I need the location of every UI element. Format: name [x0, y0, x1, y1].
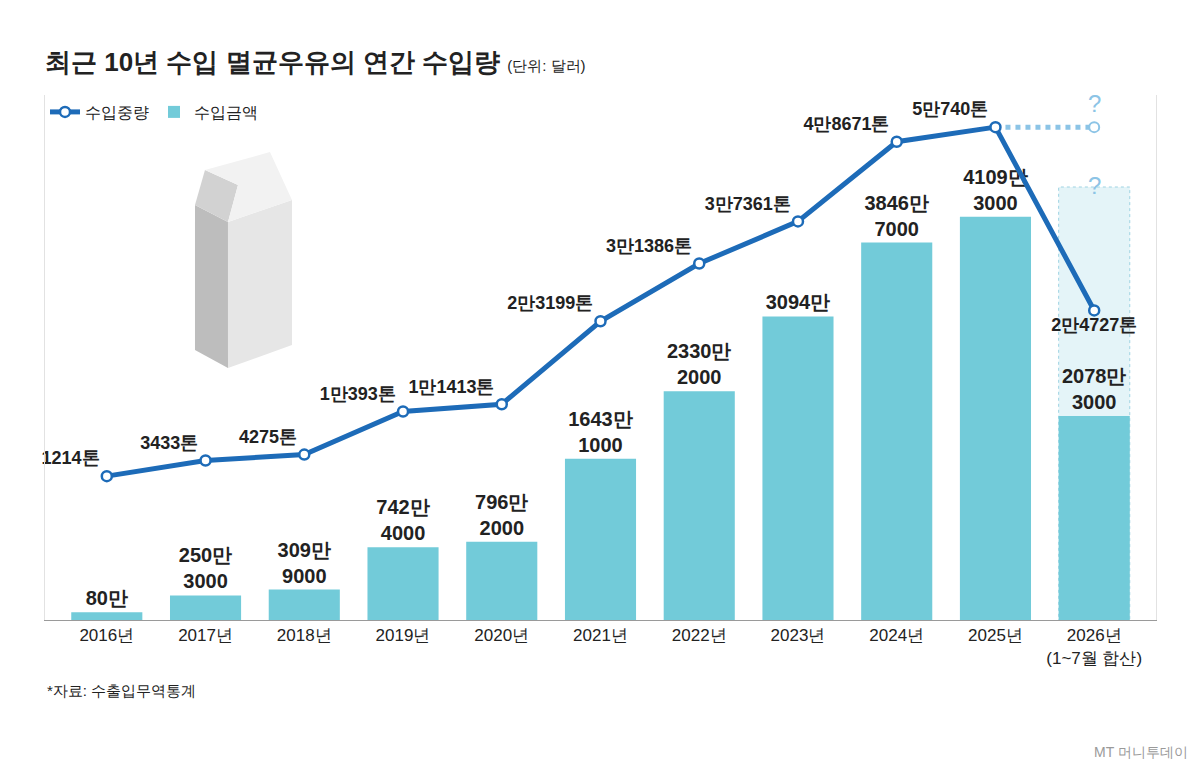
svg-text:수입금액: 수입금액	[194, 104, 258, 121]
svg-text:2023년: 2023년	[771, 626, 826, 645]
svg-text:2017년: 2017년	[178, 626, 233, 645]
svg-text:*자료: 수출입무역통계: *자료: 수출입무역통계	[47, 682, 196, 699]
svg-text:?: ?	[1088, 172, 1101, 199]
svg-text:4275톤: 4275톤	[239, 427, 297, 447]
svg-text:수입중량: 수입중량	[85, 104, 149, 121]
svg-text:796만2000: 796만2000	[475, 491, 528, 539]
svg-text:3094만: 3094만	[766, 291, 831, 313]
svg-text:2025년: 2025년	[968, 626, 1023, 645]
svg-text:1214톤: 1214톤	[42, 448, 100, 468]
svg-text:5만740톤: 5만740톤	[912, 99, 988, 119]
svg-text:4109만3000: 4109만3000	[963, 166, 1027, 214]
svg-text:309만9000: 309만9000	[278, 539, 331, 587]
svg-text:2026년(1~7월 합산): 2026년(1~7월 합산)	[1046, 626, 1142, 667]
svg-text:1643만1000: 1643만1000	[568, 408, 633, 456]
svg-text:80만: 80만	[86, 587, 128, 609]
svg-text:2016년: 2016년	[79, 626, 134, 645]
svg-text:2024년: 2024년	[869, 626, 924, 645]
svg-text:2022년: 2022년	[672, 626, 727, 645]
svg-text:4만8671톤: 4만8671톤	[803, 114, 889, 134]
svg-text:250만3000: 250만3000	[179, 544, 232, 592]
svg-text:1만1413톤: 1만1413톤	[408, 377, 494, 397]
svg-text:2020년: 2020년	[474, 626, 529, 645]
svg-text:3만1386톤: 3만1386톤	[606, 236, 692, 256]
svg-text:최근 10년 수입 멸균우유의 연간 수입량 (단위: 달러: 최근 10년 수입 멸균우유의 연간 수입량 (단위: 달러)	[45, 47, 586, 77]
svg-text:2만4727톤: 2만4727톤	[1051, 315, 1137, 335]
svg-text:3만7361톤: 3만7361톤	[705, 194, 791, 214]
svg-text:?: ?	[1088, 90, 1101, 117]
svg-text:2만3199톤: 2만3199톤	[507, 293, 593, 313]
svg-text:2021년: 2021년	[573, 626, 628, 645]
svg-text:3433톤: 3433톤	[140, 433, 198, 453]
svg-text:3846만7000: 3846만7000	[864, 192, 929, 240]
svg-text:1만393톤: 1만393톤	[320, 384, 396, 404]
svg-text:2018년: 2018년	[277, 626, 332, 645]
svg-text:2078만3000: 2078만3000	[1062, 365, 1127, 413]
svg-text:MT 머니투데이: MT 머니투데이	[1094, 744, 1188, 760]
svg-text:742만4000: 742만4000	[376, 496, 429, 544]
svg-text:2019년: 2019년	[376, 626, 431, 645]
svg-text:2330만2000: 2330만2000	[667, 340, 732, 388]
